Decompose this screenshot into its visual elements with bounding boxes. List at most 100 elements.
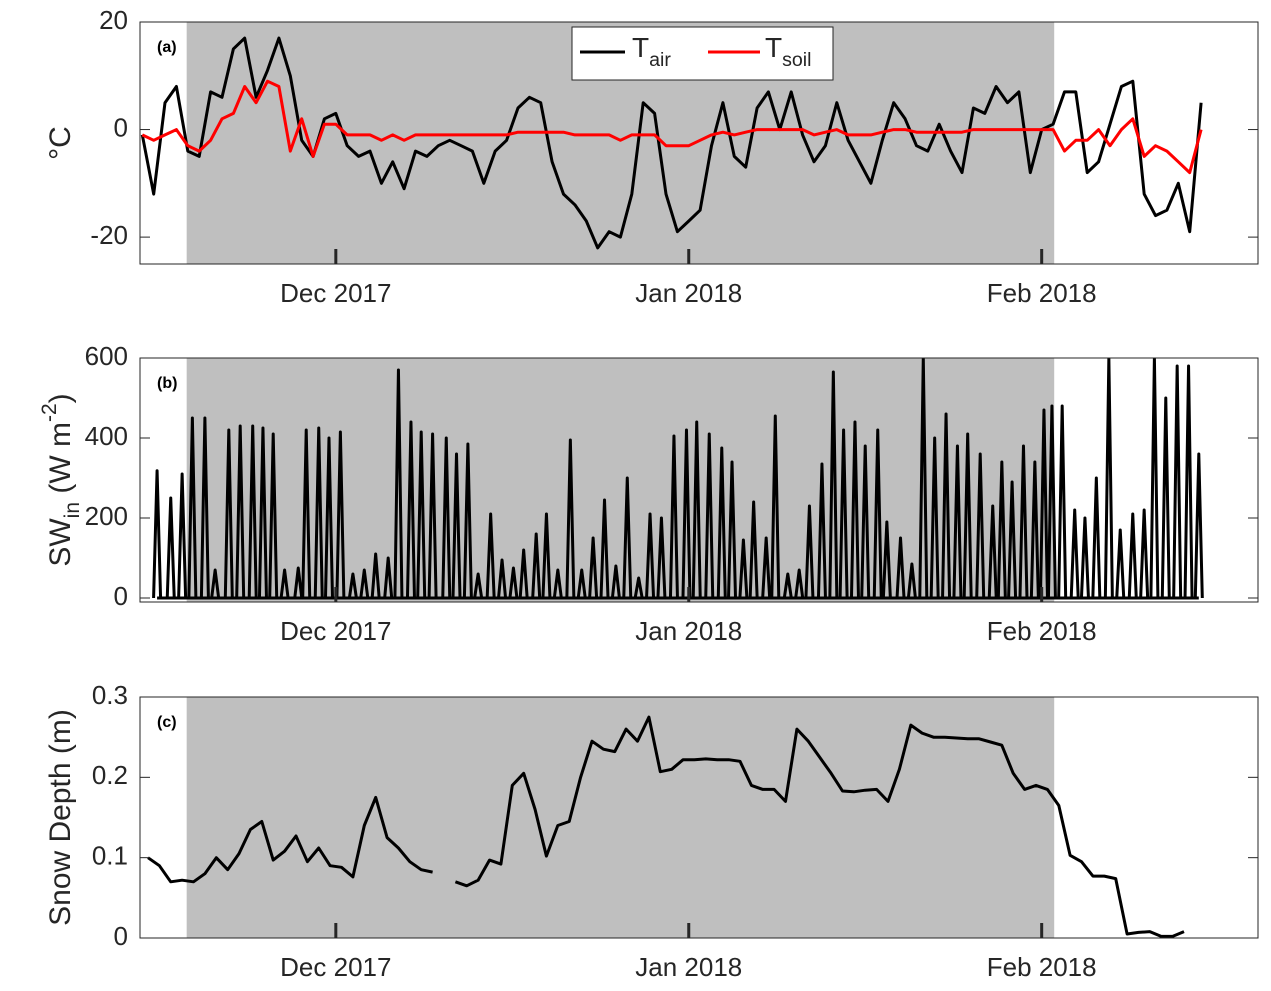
spike [347,572,358,599]
y-tick-label: 0.2 [92,760,128,790]
axes-box [139,21,1259,265]
spike [1127,512,1138,599]
spike [748,500,759,599]
y-tick-label: 0 [114,581,128,611]
spike [393,368,404,599]
spike [359,568,370,599]
spike [293,566,304,599]
y-tick-label: 0.1 [92,841,128,871]
spike [508,566,519,599]
spike [738,538,749,599]
spike [301,428,312,599]
y-tick-label: 0.3 [92,680,128,710]
spike [1149,358,1160,599]
x-tick-label: Dec 2017 [280,952,391,982]
spike [177,472,188,599]
spike [838,428,849,599]
data [147,715,1185,938]
spike [1069,508,1080,599]
spike [804,504,815,599]
spike [210,568,221,599]
spike [1007,480,1018,599]
y-tick-label: 0 [114,921,128,951]
spike [941,412,952,599]
data [140,36,1203,250]
spike [727,460,738,599]
y-tick-label: 20 [99,5,128,35]
spike [541,512,552,599]
spike [427,432,438,599]
spike [782,572,793,599]
spike [247,424,258,599]
spike [610,564,621,599]
spike [906,562,917,599]
spike [918,358,929,599]
spike [441,436,452,599]
spike [691,420,702,599]
axes-box [139,696,1259,939]
spike [416,430,427,599]
spike [1057,404,1068,599]
legend-label: Tsoil [765,32,812,71]
spike [462,442,473,599]
line [147,715,1185,938]
panel-label: (c) [157,714,177,731]
spike [1029,460,1040,599]
spike [1091,476,1102,599]
spike [313,426,324,599]
y-tick-label: 600 [85,341,128,371]
spike [872,428,883,599]
spike [1183,364,1194,599]
spike [975,452,986,599]
axes-box [139,357,1259,603]
y-tick-label: 200 [85,501,128,531]
spike [473,572,484,599]
y-tick-label: 0 [114,112,128,142]
spike [881,520,892,599]
panel: 0 0.1 0.2 0.3 Dec 2017 Jan 2018 Feb 2018 (c) Sno… [44,680,1259,982]
spike [962,432,973,599]
spike [1172,364,1183,599]
spike [518,548,529,599]
spike [257,426,268,599]
panel-label: (a) [157,39,177,56]
spike [485,512,496,599]
spike [952,444,963,599]
spike [576,568,587,599]
spike [405,420,416,599]
spike [996,460,1007,599]
legend-label: Tair [632,32,671,71]
x-tick-label: Dec 2017 [280,616,391,646]
spike [895,536,906,599]
spike [656,516,667,599]
spike [1018,444,1029,599]
x-tick-label: Feb 2018 [987,278,1097,308]
spike [552,568,563,599]
spike [633,576,644,599]
y-axis-label: Snow Depth (m) [44,709,77,926]
spike [370,552,381,599]
spike [1103,358,1114,599]
spike [849,420,860,599]
y-axis-label: °C [44,126,77,160]
spike [770,414,781,599]
spike [681,428,692,599]
data [152,358,1204,600]
spike [1046,404,1057,599]
y-tick-label: -20 [90,220,128,250]
spike [588,536,599,599]
spike [335,430,346,599]
spike [860,444,871,599]
spike [1193,452,1204,599]
spike [1038,408,1049,599]
spike [223,428,234,599]
panel: 0 200 400 600 Dec 2017 Jan 2018 Feb 2018 (b) SWi… [38,341,1259,646]
x-tick-label: Feb 2018 [987,616,1097,646]
line [141,79,1203,175]
spike [794,568,805,599]
spike [323,436,334,599]
spike [268,432,279,599]
spike [645,512,656,599]
